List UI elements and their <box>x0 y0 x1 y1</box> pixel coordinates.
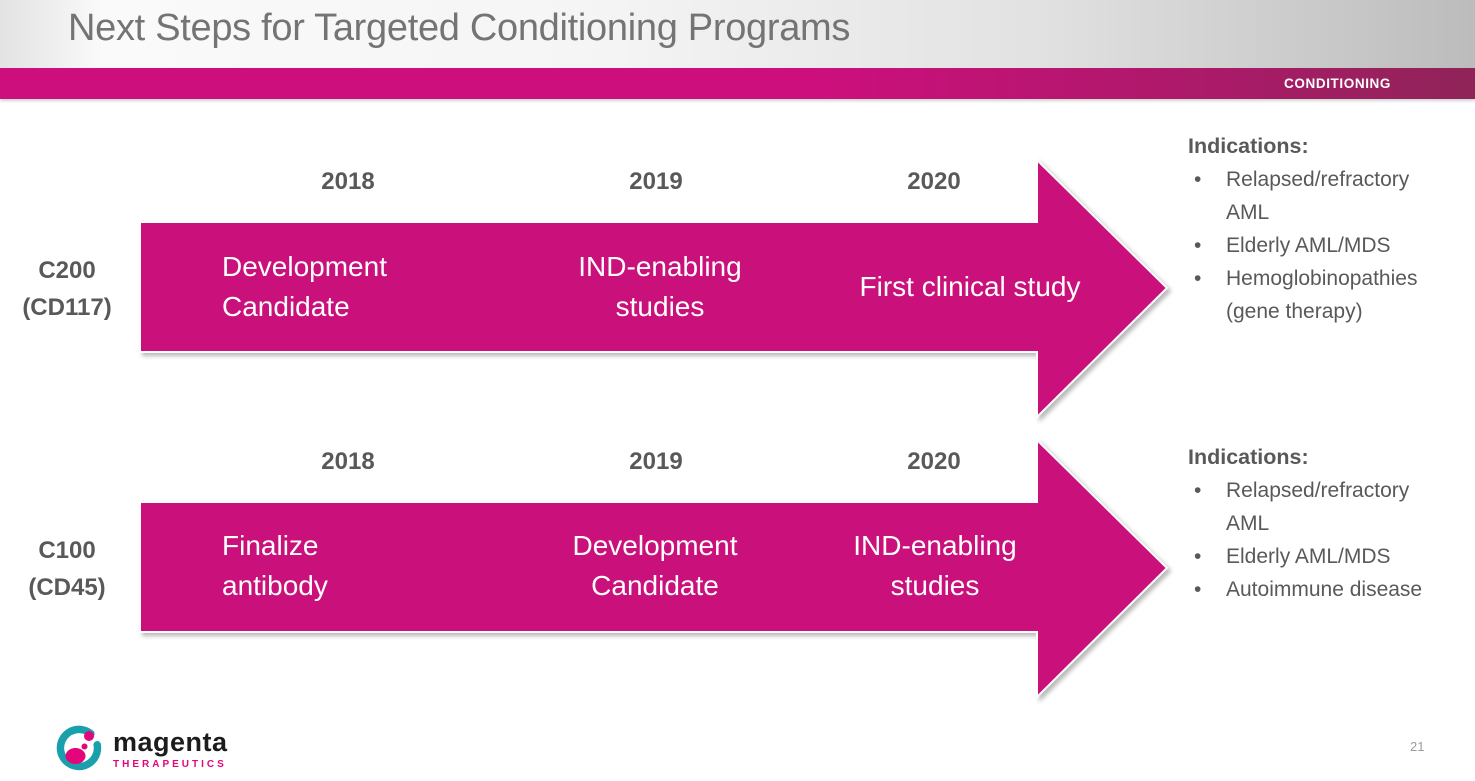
indications-block-c200: Indications: Relapsed/refractory AML Eld… <box>1188 130 1473 328</box>
magenta-logo-icon <box>56 725 102 771</box>
page-number: 21 <box>1410 739 1425 754</box>
year-label: 2018 <box>321 168 375 195</box>
indications-title: Indications: <box>1188 445 1309 469</box>
indication-item: Relapsed/refractory AML <box>1188 474 1473 540</box>
indications-list: Relapsed/refractory AML Elderly AML/MDS … <box>1188 163 1473 328</box>
indication-item: Hemoglobinopathies (gene therapy) <box>1188 262 1473 328</box>
milestone-label: Development Candidate <box>572 530 738 601</box>
indications-list: Relapsed/refractory AML Elderly AML/MDS … <box>1188 474 1473 606</box>
year-label: 2019 <box>629 448 683 475</box>
timeline-arrow-c200 <box>139 157 1169 420</box>
indications-block-c100: Indications: Relapsed/refractory AML Eld… <box>1188 441 1473 606</box>
year-label: 2020 <box>907 448 961 475</box>
title-strip <box>0 0 1475 68</box>
year-label: 2020 <box>907 168 961 195</box>
timeline-arrow-c100 <box>139 437 1169 700</box>
indication-item: Autoimmune disease <box>1188 573 1473 606</box>
year-label: 2018 <box>321 448 375 475</box>
indication-item: Elderly AML/MDS <box>1188 229 1473 262</box>
logo-text: magenta THERAPEUTICS <box>113 724 228 770</box>
milestone-label: Finalize antibody <box>222 530 328 601</box>
milestone-label: IND-enabling studies <box>853 530 1017 601</box>
indication-item: Relapsed/refractory AML <box>1188 163 1473 229</box>
milestone-label: First clinical study <box>859 271 1081 302</box>
program-label-c100: C100 (CD45) <box>28 537 106 601</box>
program-label-c200: C200 (CD117) <box>22 257 112 321</box>
company-logo: magenta THERAPEUTICS <box>53 724 228 774</box>
header-bar: CONDITIONING <box>0 68 1475 99</box>
section-tag: CONDITIONING <box>1284 76 1391 91</box>
page-title: Next Steps for Targeted Conditioning Pro… <box>68 7 851 49</box>
logo-wordmark: magenta <box>113 727 228 757</box>
milestone-label: Development Candidate <box>222 251 387 322</box>
indication-item: Elderly AML/MDS <box>1188 540 1473 573</box>
year-label: 2019 <box>629 168 683 195</box>
logo-subtitle: THERAPEUTICS <box>113 759 227 770</box>
indications-title: Indications: <box>1188 134 1309 158</box>
milestone-label: IND-enabling studies <box>578 251 742 322</box>
